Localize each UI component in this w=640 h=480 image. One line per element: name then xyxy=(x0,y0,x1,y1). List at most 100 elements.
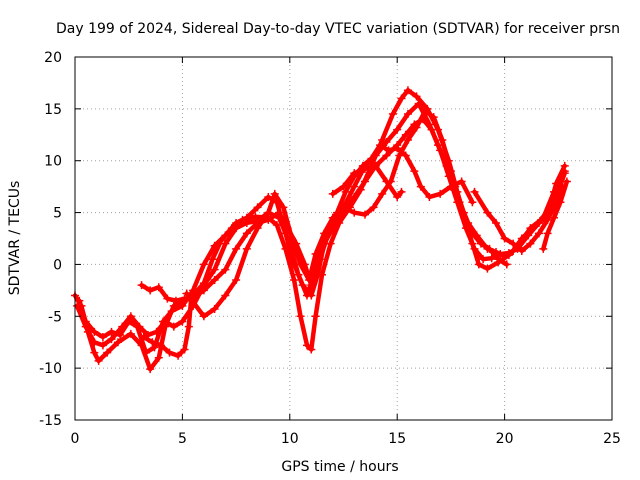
data-point-marker xyxy=(242,244,251,253)
data-point-marker xyxy=(232,224,241,233)
data-point-marker xyxy=(528,224,537,233)
data-point-marker xyxy=(174,351,183,360)
x-axis-label: GPS time / hours xyxy=(281,459,398,475)
data-point-marker xyxy=(350,208,359,217)
data-point-marker xyxy=(483,208,492,217)
data-point-marker xyxy=(135,322,144,331)
data-point-marker xyxy=(470,244,479,253)
data-point-marker xyxy=(371,161,380,170)
data-point-marker xyxy=(272,221,281,230)
data-point-marker xyxy=(320,234,329,243)
data-point-marker xyxy=(483,264,492,273)
data-point-marker xyxy=(178,301,187,310)
data-point-marker xyxy=(98,341,107,350)
data-point-marker xyxy=(184,322,193,331)
data-point-marker xyxy=(474,260,483,269)
data-point-marker xyxy=(403,86,412,95)
data-point-marker xyxy=(103,348,112,357)
x-tick-label: 20 xyxy=(496,431,514,447)
data-point-marker xyxy=(253,203,262,212)
y-tick-label: 10 xyxy=(44,154,62,170)
data-point-marker xyxy=(307,345,316,354)
data-point-marker xyxy=(371,151,380,160)
y-tick-label: -10 xyxy=(39,361,62,377)
data-point-marker xyxy=(290,275,299,284)
axis-ticks: 0 5 10 15 20 25 -15 -10 -5 0 5 10 15 20 xyxy=(39,50,621,447)
plot-frame xyxy=(74,56,613,421)
y-tick-label: -5 xyxy=(48,309,62,325)
data-point-marker xyxy=(416,182,425,191)
data-point-marker xyxy=(311,312,320,321)
data-point-marker xyxy=(403,110,412,119)
data-point-marker xyxy=(382,177,391,186)
data-point-marker xyxy=(429,113,438,122)
data-point-marker xyxy=(113,338,122,347)
data-point-marker xyxy=(434,141,443,150)
data-point-marker xyxy=(107,335,116,344)
x-tick-label: 10 xyxy=(281,431,299,447)
data-point-marker xyxy=(502,260,511,269)
data-point-marker xyxy=(154,283,163,292)
data-point-marker xyxy=(479,255,488,264)
data-point-marker xyxy=(487,254,496,263)
data-point-marker xyxy=(451,182,460,191)
series-track-1 xyxy=(72,87,567,372)
y-tick-label: 20 xyxy=(44,50,62,66)
x-tick-label: 15 xyxy=(388,431,406,447)
data-point-marker xyxy=(425,193,434,202)
data-point-marker xyxy=(210,241,219,250)
data-point-marker xyxy=(148,338,157,347)
data-point-marker xyxy=(275,213,284,222)
data-point-marker xyxy=(146,365,155,374)
data-point-marker xyxy=(178,317,187,326)
data-point-marker xyxy=(186,296,195,305)
data-point-marker xyxy=(118,322,127,331)
data-point-marker xyxy=(517,246,526,255)
data-point-marker xyxy=(328,218,337,227)
data-point-marker xyxy=(210,305,219,314)
y-axis-label: SDTVAR / TECUs xyxy=(7,181,23,296)
data-point-marker xyxy=(167,307,176,316)
data-point-marker xyxy=(98,333,107,342)
data-point-marker xyxy=(492,218,501,227)
data-point-marker xyxy=(436,189,445,198)
data-point-marker xyxy=(560,167,569,176)
data-point-marker xyxy=(285,239,294,248)
series-track-3 xyxy=(74,108,567,348)
data-point-marker xyxy=(339,203,348,212)
data-point-marker xyxy=(126,312,135,321)
data-point-marker xyxy=(141,348,150,357)
data-point-marker xyxy=(302,291,311,300)
data-point-marker xyxy=(412,92,421,101)
data-point-marker xyxy=(126,329,135,338)
data-point-marker xyxy=(242,218,251,227)
data-point-marker xyxy=(139,333,148,342)
data-point-marker xyxy=(526,239,535,248)
data-series xyxy=(71,86,571,374)
data-point-marker xyxy=(470,187,479,196)
data-point-marker xyxy=(169,322,178,331)
data-point-marker xyxy=(509,246,518,255)
data-point-marker xyxy=(393,125,402,134)
data-point-marker xyxy=(393,144,402,153)
data-point-marker xyxy=(189,286,198,295)
series-track-7 xyxy=(330,163,404,200)
data-point-marker xyxy=(232,275,241,284)
data-point-marker xyxy=(180,345,189,354)
data-point-marker xyxy=(75,296,84,305)
data-point-marker xyxy=(253,224,262,233)
y-tick-label: 15 xyxy=(44,102,62,118)
data-point-marker xyxy=(232,244,241,253)
data-point-marker xyxy=(414,99,423,108)
data-point-marker xyxy=(90,348,99,357)
data-point-marker xyxy=(350,193,359,202)
data-point-marker xyxy=(221,265,230,274)
y-tick-label: 5 xyxy=(53,206,62,222)
series-track-4 xyxy=(139,142,475,303)
data-point-marker xyxy=(360,210,369,219)
data-point-marker xyxy=(494,255,503,264)
data-point-marker xyxy=(94,356,103,365)
data-point-marker xyxy=(459,208,468,217)
data-point-marker xyxy=(341,187,350,196)
